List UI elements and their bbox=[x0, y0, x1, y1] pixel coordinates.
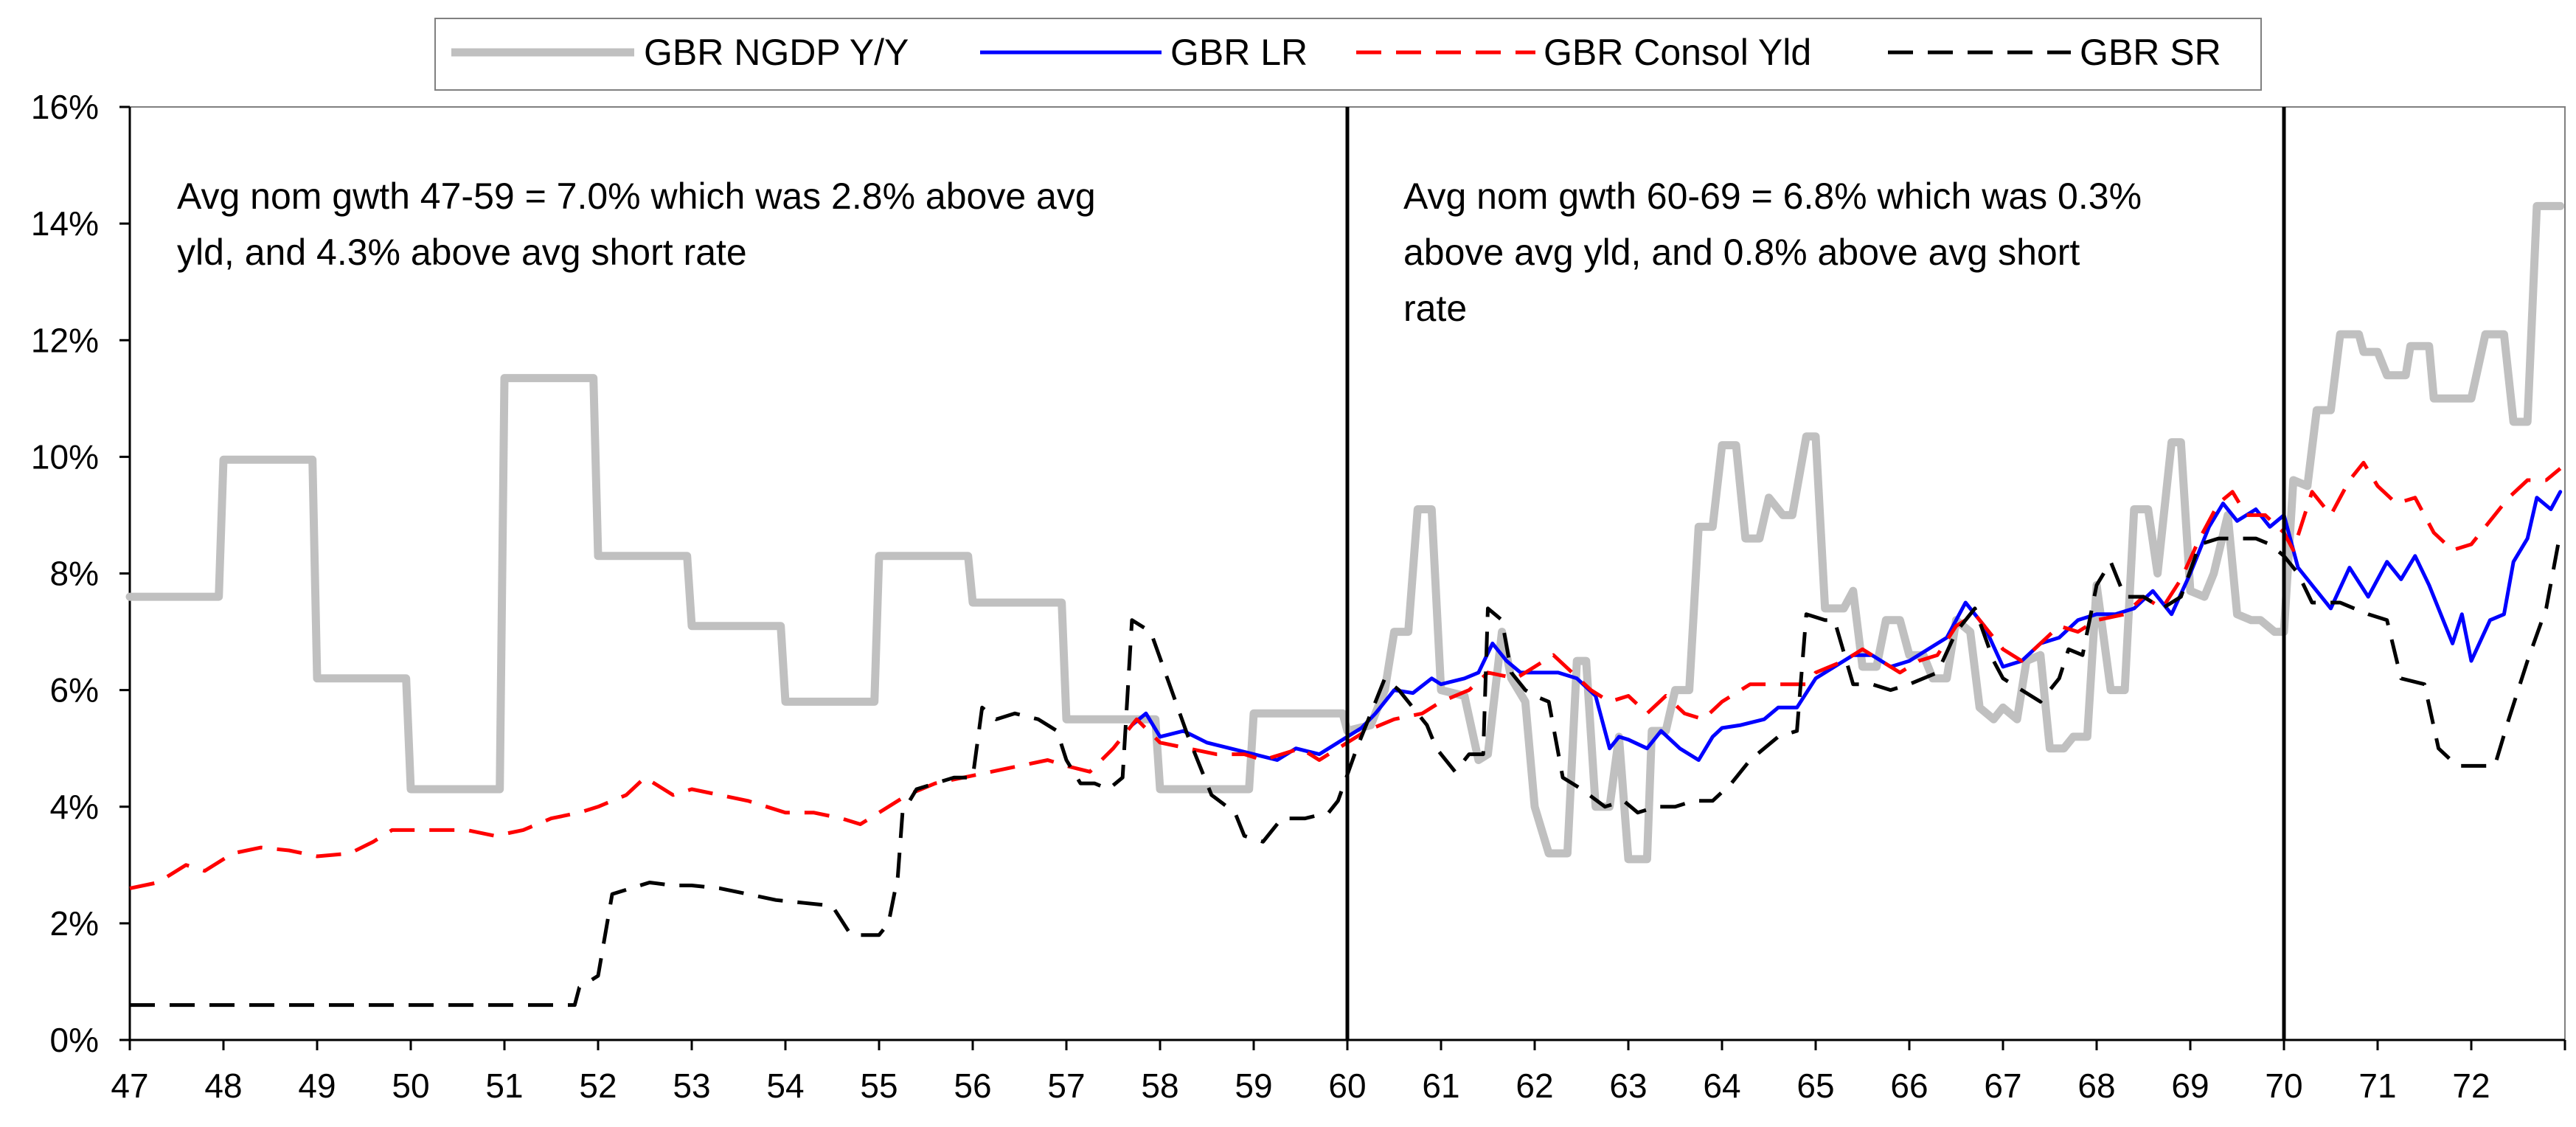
y-tick-label: 10% bbox=[31, 437, 99, 476]
x-tick-label: 51 bbox=[485, 1067, 523, 1105]
x-tick-label: 59 bbox=[1235, 1067, 1272, 1105]
y-tick-label: 8% bbox=[50, 555, 99, 593]
x-tick-label: 48 bbox=[204, 1067, 242, 1105]
x-tick-label: 49 bbox=[298, 1067, 336, 1105]
annotation-text: Avg nom gwth 60-69 = 6.8% which was 0.3% bbox=[1403, 176, 2142, 217]
x-tick-label: 70 bbox=[2265, 1067, 2302, 1105]
y-tick-label: 12% bbox=[31, 321, 99, 359]
y-tick-label: 6% bbox=[50, 671, 99, 710]
x-tick-label: 56 bbox=[954, 1067, 991, 1105]
legend-label: GBR LR bbox=[1170, 32, 1308, 73]
x-tick-label: 60 bbox=[1328, 1067, 1366, 1105]
annotation-text: rate bbox=[1403, 288, 1467, 329]
x-tick-label: 69 bbox=[2171, 1067, 2209, 1105]
x-tick-label: 61 bbox=[1422, 1067, 1459, 1105]
x-tick-label: 67 bbox=[1984, 1067, 2021, 1105]
annotation-text: Avg nom gwth 47-59 = 7.0% which was 2.8%… bbox=[177, 176, 1096, 217]
legend-label: GBR NGDP Y/Y bbox=[644, 32, 909, 73]
annotation-text: yld, and 4.3% above avg short rate bbox=[177, 232, 747, 273]
y-tick-label: 4% bbox=[50, 788, 99, 826]
x-tick-label: 50 bbox=[392, 1067, 429, 1105]
series-line-gbr-sr bbox=[130, 532, 2563, 1008]
annotation-text: above avg yld, and 0.8% above avg short bbox=[1403, 232, 2080, 273]
y-tick-label: 14% bbox=[31, 204, 99, 243]
x-tick-label: 52 bbox=[579, 1067, 617, 1105]
legend-box bbox=[434, 18, 2262, 91]
x-tick-label: 68 bbox=[2077, 1067, 2115, 1105]
x-tick-label: 54 bbox=[766, 1067, 804, 1105]
x-tick-label: 64 bbox=[1703, 1067, 1740, 1105]
x-tick-label: 71 bbox=[2358, 1067, 2396, 1105]
x-tick-label: 47 bbox=[111, 1067, 148, 1105]
y-tick-label: 16% bbox=[31, 88, 99, 126]
x-tick-label: 58 bbox=[1141, 1067, 1178, 1105]
series-line-gbr-lr bbox=[1130, 490, 2563, 762]
x-tick-label: 66 bbox=[1890, 1067, 1928, 1105]
x-tick-label: 55 bbox=[860, 1067, 898, 1105]
x-tick-label: 72 bbox=[2452, 1067, 2490, 1105]
x-tick-label: 62 bbox=[1516, 1067, 1553, 1105]
series-line-gbr-consol-yld bbox=[129, 460, 2562, 890]
y-tick-label: 2% bbox=[50, 904, 99, 943]
x-tick-label: 65 bbox=[1796, 1067, 1834, 1105]
x-tick-label: 63 bbox=[1609, 1067, 1647, 1105]
y-tick-label: 0% bbox=[50, 1021, 99, 1059]
legend-label: GBR Consol Yld bbox=[1544, 32, 1811, 73]
x-tick-label: 57 bbox=[1047, 1067, 1085, 1105]
legend-label: GBR SR bbox=[2080, 32, 2221, 73]
x-tick-label: 53 bbox=[673, 1067, 710, 1105]
